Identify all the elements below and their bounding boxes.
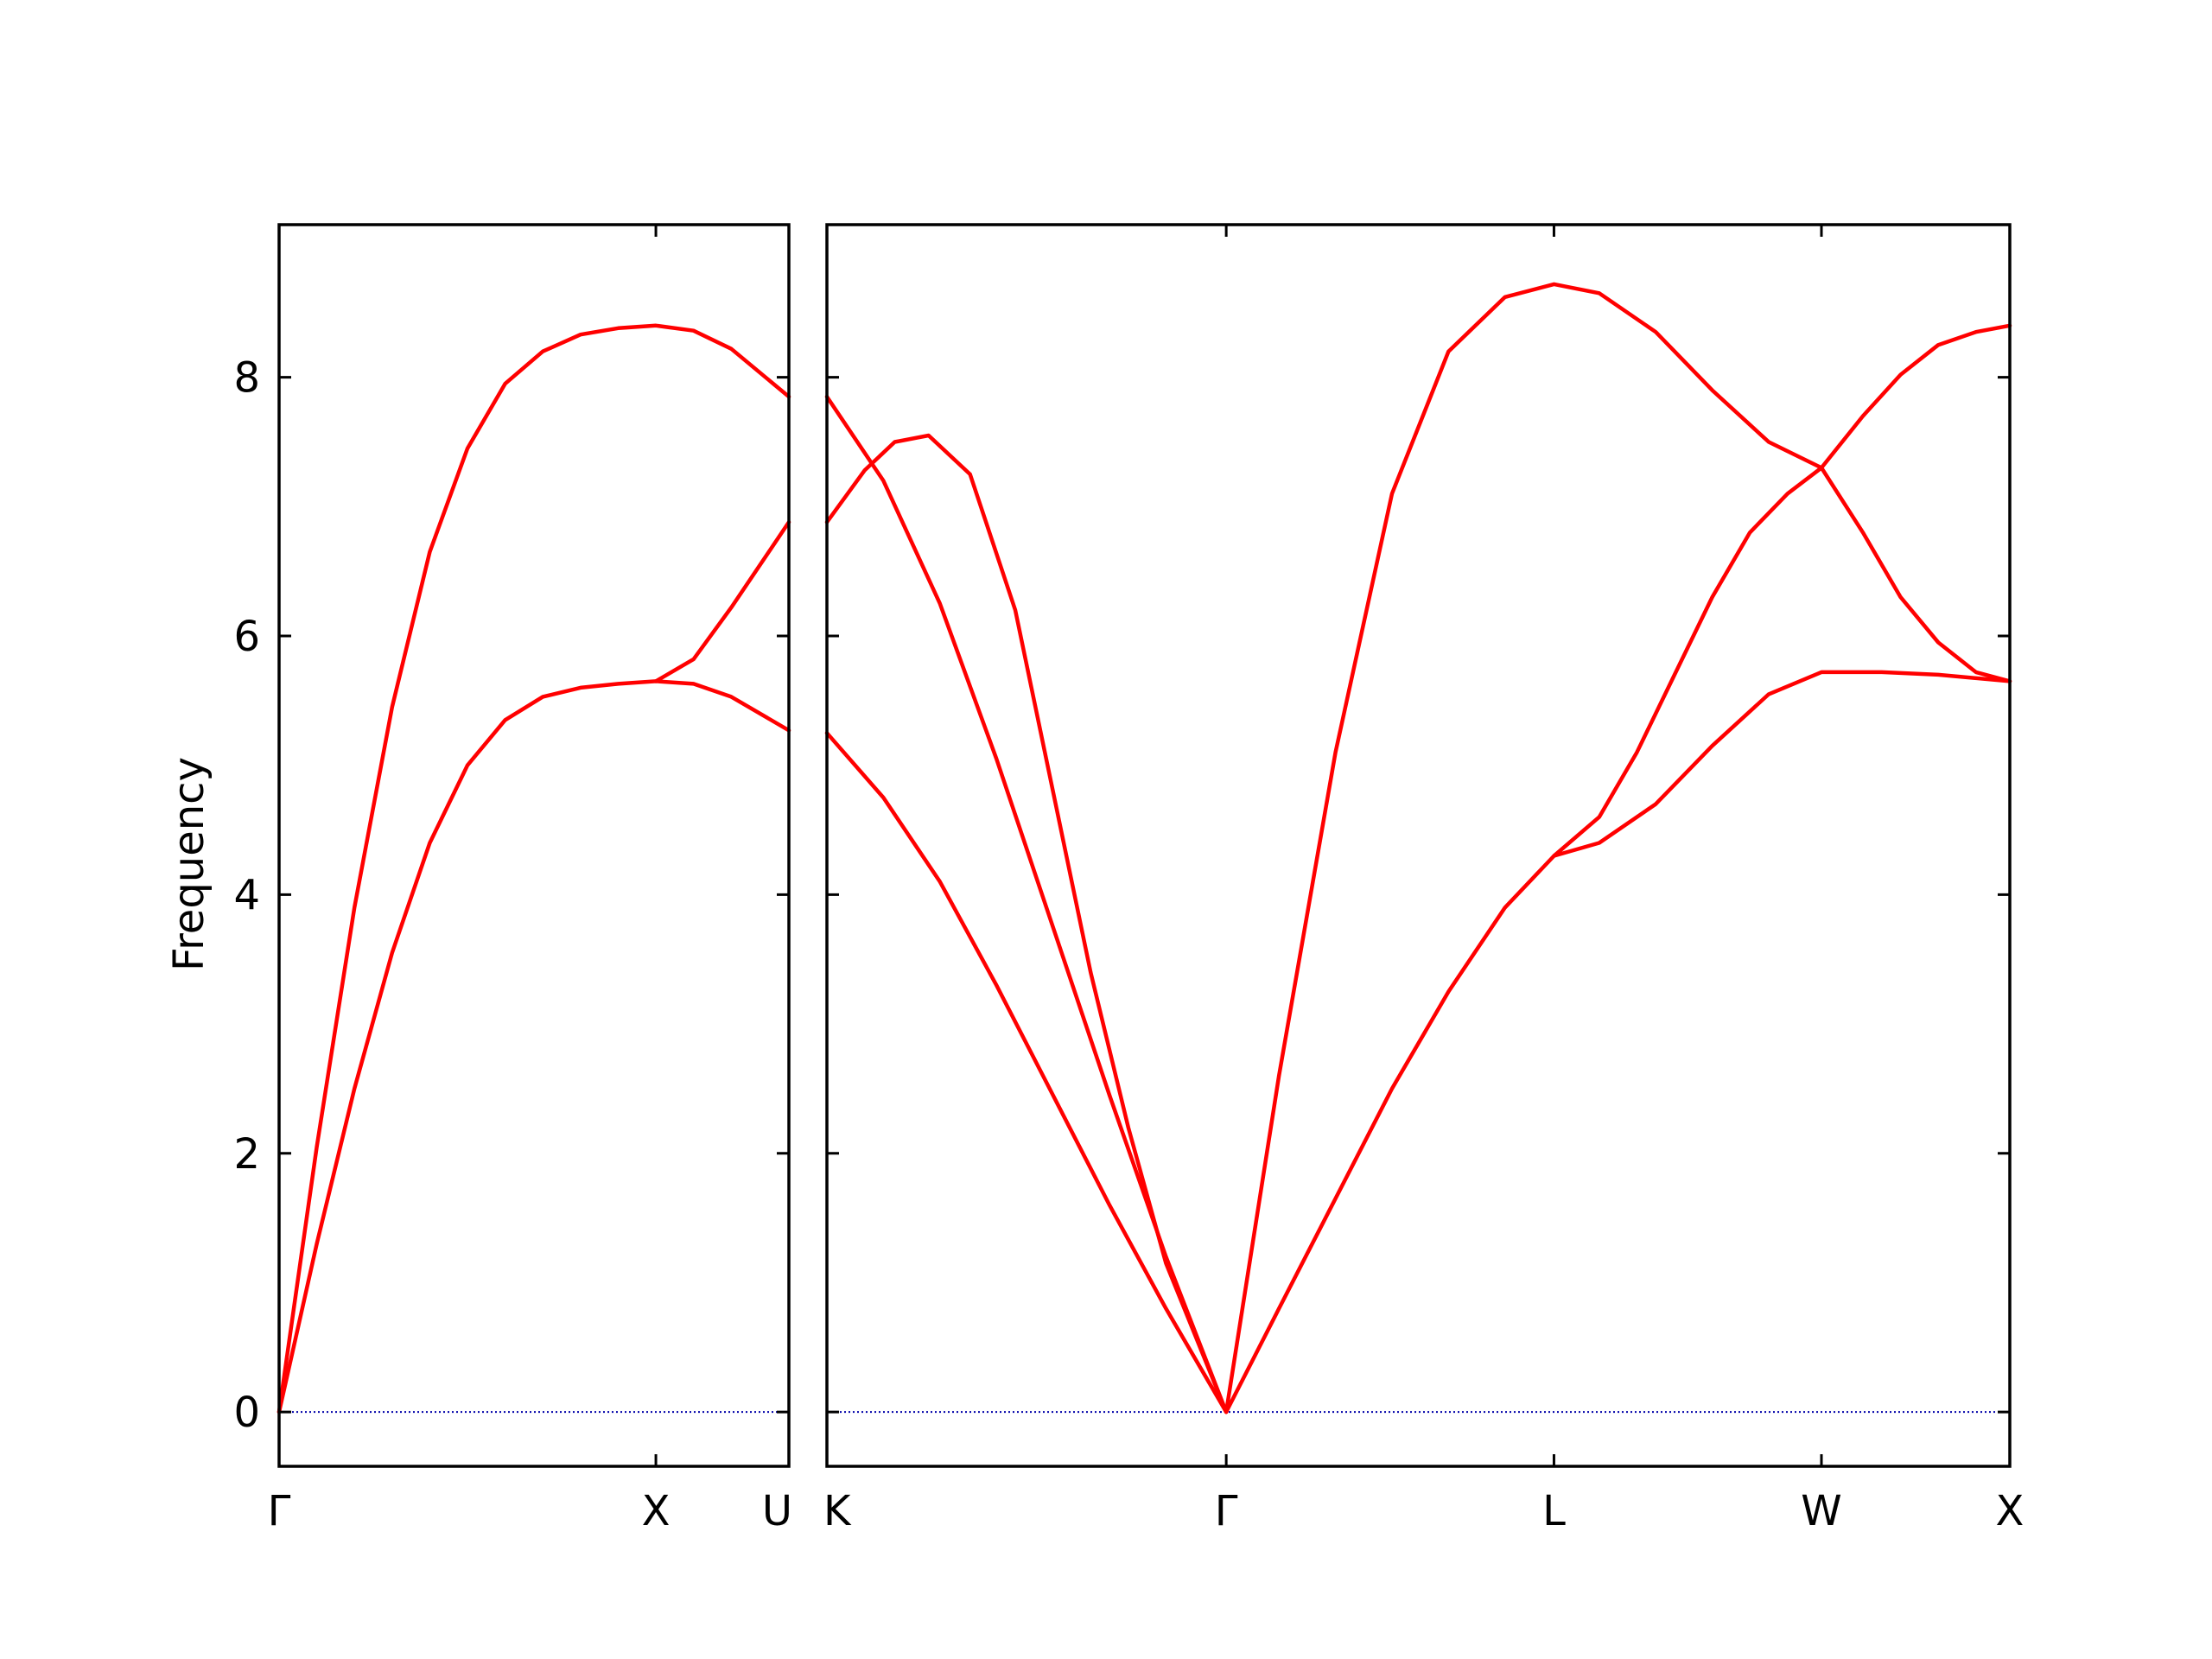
band-line-left-1 [276,679,791,1414]
y-axis-label: Frequency [165,757,213,971]
x-tick-label: X [1996,1487,2024,1535]
panel-frame [825,223,2012,1468]
x-tick-label: Γ [268,1487,291,1535]
band-line-left-3 [276,323,791,1414]
panels: 0 2 4 6 8 Γ X U K Γ L W X [233,223,2024,1535]
panel-left: 0 2 4 6 8 Γ X U [233,223,792,1535]
y-tick-label: 8 [233,354,260,403]
band-line-right-1 [824,731,1229,1414]
band-line-left-2 [653,520,791,683]
band-line-right-4 [1224,670,2012,1414]
x-tick-label: X [642,1487,671,1535]
y-tick-label: 6 [233,613,260,661]
y-tick-label: 2 [233,1130,260,1179]
x-tick-label: U [762,1487,792,1535]
band-line-right-6 [1224,282,2012,1414]
band-line-right-3 [824,433,1229,1414]
x-tick-label: K [823,1487,852,1535]
x-tick-label: L [1542,1487,1566,1535]
y-tick-label: 0 [233,1389,260,1437]
band-line-right-5 [1552,466,2012,858]
x-tick-label: Γ [1215,1487,1238,1535]
x-tick-label: W [1801,1487,1841,1535]
y-tick-label: 4 [233,871,260,919]
panel-frame [277,223,791,1468]
